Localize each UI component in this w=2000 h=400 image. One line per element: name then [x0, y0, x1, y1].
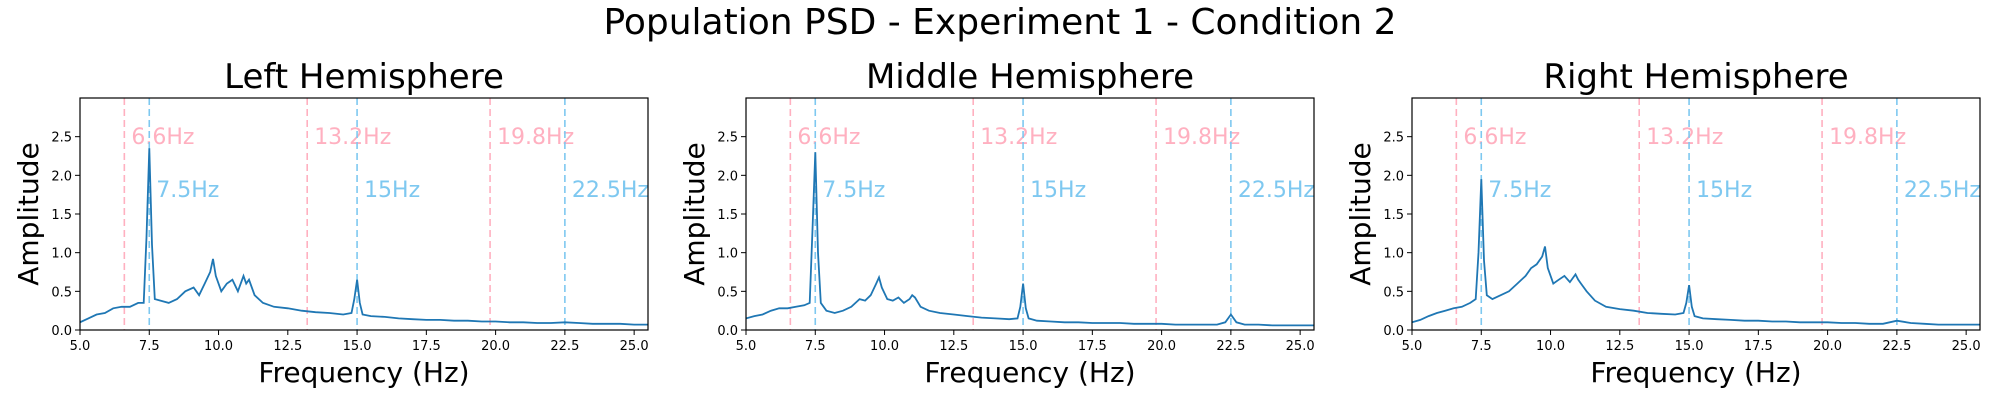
x-tick-label: 20.0 — [1147, 339, 1176, 354]
vline-label: 19.8Hz — [1163, 125, 1240, 150]
x-tick-label: 7.5 — [805, 339, 826, 354]
vline-label: 22.5Hz — [1904, 178, 1981, 203]
x-tick-label: 15.0 — [1009, 339, 1038, 354]
x-tick-label: 10.0 — [870, 339, 899, 354]
vline-label: 15Hz — [1696, 178, 1752, 203]
x-tick-label: 12.5 — [939, 339, 968, 354]
vline-label: 19.8Hz — [1829, 125, 1906, 150]
vline-label: 6.6Hz — [1463, 125, 1526, 150]
vline-label: 22.5Hz — [1238, 178, 1315, 203]
vline-label: 15Hz — [364, 178, 420, 203]
x-tick-label: 7.5 — [139, 339, 160, 354]
x-tick-label: 17.5 — [1744, 339, 1773, 354]
y-tick-label: 2.0 — [51, 169, 72, 184]
x-tick-label: 5.0 — [736, 339, 757, 354]
vline-label: 13.2Hz — [314, 125, 391, 150]
x-tick-label: 5.0 — [1402, 339, 1423, 354]
psd-line — [80, 148, 648, 326]
figure-suptitle: Population PSD - Experiment 1 - Conditio… — [603, 2, 1397, 43]
x-axis-label: Frequency (Hz) — [924, 356, 1135, 389]
y-tick-label: 1.5 — [717, 208, 738, 223]
x-tick-label: 20.0 — [1813, 339, 1842, 354]
x-tick-label: 20.0 — [481, 339, 510, 354]
vline-label: 19.8Hz — [497, 125, 574, 150]
vline-label: 6.6Hz — [131, 125, 194, 150]
y-tick-label: 0.5 — [1383, 285, 1404, 300]
y-tick-label: 2.5 — [717, 131, 738, 146]
y-axis-label: Amplitude — [12, 142, 45, 286]
y-tick-label: 0.0 — [51, 324, 72, 339]
y-tick-label: 1.0 — [51, 247, 72, 262]
x-tick-label: 10.0 — [1536, 339, 1565, 354]
y-tick-label: 0.5 — [717, 285, 738, 300]
x-tick-label: 25.0 — [1286, 339, 1315, 354]
x-tick-label: 5.0 — [70, 339, 91, 354]
y-tick-label: 2.0 — [717, 169, 738, 184]
x-axis-label: Frequency (Hz) — [1590, 356, 1801, 389]
panel-title: Right Hemisphere — [1543, 57, 1848, 97]
psd-line — [746, 152, 1314, 327]
vline-label: 13.2Hz — [980, 125, 1057, 150]
y-tick-label: 1.0 — [1383, 247, 1404, 262]
y-tick-label: 2.0 — [1383, 169, 1404, 184]
chart-panel-3: 6.6Hz 13.2Hz 19.8Hz 7.5Hz 15Hz 22.5Hz 5.0 7.5 10… — [1344, 57, 1981, 389]
x-tick-label: 22.5 — [1882, 339, 1911, 354]
y-tick-label: 0.0 — [1383, 324, 1404, 339]
x-tick-label: 17.5 — [1078, 339, 1107, 354]
chart-panel-1: 6.6Hz 13.2Hz 19.8Hz 7.5Hz 15Hz 22.5Hz 5.0 7.5 10… — [12, 57, 649, 389]
x-tick-label: 25.0 — [1952, 339, 1981, 354]
y-axis-label: Amplitude — [678, 142, 711, 286]
vline-label: 13.2Hz — [1646, 125, 1723, 150]
x-tick-label: 25.0 — [620, 339, 649, 354]
y-tick-label: 1.5 — [51, 208, 72, 223]
y-axis-label: Amplitude — [1344, 142, 1377, 286]
y-tick-label: 0.0 — [717, 324, 738, 339]
x-tick-label: 10.0 — [204, 339, 233, 354]
x-axis-label: Frequency (Hz) — [258, 356, 469, 389]
x-tick-label: 15.0 — [1675, 339, 1704, 354]
x-tick-label: 15.0 — [343, 339, 372, 354]
y-tick-label: 2.5 — [1383, 131, 1404, 146]
x-tick-label: 22.5 — [550, 339, 579, 354]
x-tick-label: 12.5 — [273, 339, 302, 354]
vline-label: 7.5Hz — [1488, 178, 1551, 203]
y-tick-label: 2.5 — [51, 131, 72, 146]
panel-title: Middle Hemisphere — [866, 57, 1194, 97]
vline-label: 15Hz — [1030, 178, 1086, 203]
psd-line — [1412, 179, 1980, 326]
vline-label: 7.5Hz — [156, 178, 219, 203]
y-tick-label: 1.0 — [717, 247, 738, 262]
x-tick-label: 12.5 — [1605, 339, 1634, 354]
x-tick-label: 17.5 — [412, 339, 441, 354]
panel-title: Left Hemisphere — [224, 57, 504, 97]
vline-label: 7.5Hz — [822, 178, 885, 203]
y-tick-label: 1.5 — [1383, 208, 1404, 223]
x-tick-label: 7.5 — [1471, 339, 1492, 354]
y-tick-label: 0.5 — [51, 285, 72, 300]
vline-label: 22.5Hz — [572, 178, 649, 203]
vline-label: 6.6Hz — [797, 125, 860, 150]
chart-panel-2: 6.6Hz 13.2Hz 19.8Hz 7.5Hz 15Hz 22.5Hz 5.0 7.5 10… — [678, 57, 1315, 389]
x-tick-label: 22.5 — [1216, 339, 1245, 354]
